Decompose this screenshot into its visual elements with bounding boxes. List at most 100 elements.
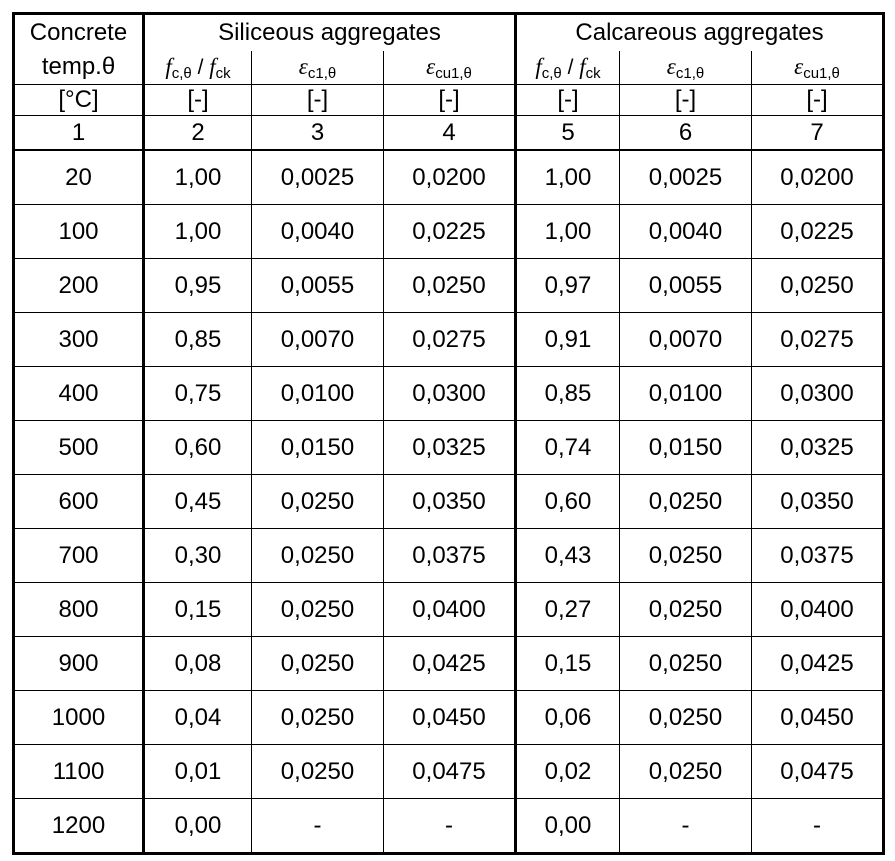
symbol-part: ck [215, 64, 231, 82]
symbol-part: c1,θ [307, 64, 337, 82]
value-cell: 0,0150 [251, 420, 384, 475]
value-cell: 0,00 [143, 798, 252, 854]
temperature-cell: 1100 [13, 744, 145, 799]
symbol-part: / [191, 55, 210, 79]
value-cell: 0,0350 [751, 474, 884, 529]
value-cell: 0,0055 [619, 258, 752, 313]
unit-cell: [-] [251, 84, 384, 116]
column-number: 3 [251, 115, 384, 151]
value-cell: 0,0025 [251, 149, 384, 205]
value-cell: 0,0275 [751, 312, 884, 367]
value-cell: 0,0225 [751, 204, 884, 259]
value-cell: 0,45 [143, 474, 252, 529]
value-cell: 1,00 [143, 149, 252, 205]
data-row: 1000 0,04 0,0250 0,0450 0,06 0,0250 0,0450 [13, 690, 884, 745]
value-cell: 0,04 [143, 690, 252, 745]
value-cell: 0,0200 [751, 149, 884, 205]
data-row: 900 0,08 0,0250 0,0425 0,15 0,0250 0,0425 [13, 636, 884, 691]
symbol-part: f [209, 53, 216, 79]
value-cell: 0,0250 [251, 690, 384, 745]
value-cell: 0,91 [515, 312, 620, 367]
value-cell: 0,0250 [619, 528, 752, 583]
value-cell: 0,0250 [383, 258, 517, 313]
data-row: 300 0,85 0,0070 0,0275 0,91 0,0070 0,0275 [13, 312, 884, 367]
unit-cell: [-] [619, 84, 752, 116]
data-row: 200 0,95 0,0055 0,0250 0,97 0,0055 0,0250 [13, 258, 884, 313]
value-cell: 0,0040 [619, 204, 752, 259]
value-cell: 0,75 [143, 366, 252, 421]
value-cell: 0,0250 [619, 474, 752, 529]
temperature-cell: 500 [13, 420, 145, 475]
value-cell: 0,00 [515, 798, 620, 854]
value-cell: 0,0250 [619, 582, 752, 637]
value-cell: 0,0200 [383, 149, 517, 205]
value-cell: 0,95 [143, 258, 252, 313]
symbol-part: ck [585, 64, 601, 82]
value-cell: 0,0225 [383, 204, 517, 259]
value-cell: 0,0275 [383, 312, 517, 367]
table-body: Concrete temp.θ Siliceous aggregates Cal… [13, 13, 884, 854]
header-text: Concrete [29, 18, 128, 46]
value-cell: 0,02 [515, 744, 620, 799]
value-cell: 0,0475 [751, 744, 884, 799]
value-cell: 0,60 [515, 474, 620, 529]
column-number: 7 [751, 115, 884, 151]
value-cell: 0,43 [515, 528, 620, 583]
unit-cell: [-] [143, 84, 252, 116]
data-table: Concrete temp.θ Siliceous aggregates Cal… [12, 12, 885, 855]
value-cell: 0,0350 [383, 474, 517, 529]
data-row: 1200 0,00- -0,00- - [13, 798, 884, 854]
value-cell: 0,0400 [383, 582, 517, 637]
value-cell: 0,0250 [751, 258, 884, 313]
value-cell: 0,08 [143, 636, 252, 691]
value-cell: 0,0300 [383, 366, 517, 421]
symbol-cell: εc1,θ [619, 51, 752, 85]
data-row: 700 0,30 0,0250 0,0375 0,43 0,0250 0,0375 [13, 528, 884, 583]
value-cell: 0,15 [515, 636, 620, 691]
value-cell: - [751, 798, 884, 854]
unit-cell: [-] [383, 84, 517, 116]
symbol-cell: εcu1,θ [383, 51, 517, 85]
value-cell: 1,00 [515, 204, 620, 259]
data-row: 100 1,00 0,0040 0,0225 1,00 0,0040 0,0225 [13, 204, 884, 259]
value-cell: 1,00 [143, 204, 252, 259]
temperature-cell: 300 [13, 312, 145, 367]
value-cell: 0,0400 [751, 582, 884, 637]
column-number: 2 [143, 115, 252, 151]
value-cell: 0,0250 [251, 528, 384, 583]
symbol-cell: εcu1,θ [751, 51, 884, 85]
unit-cell: [-] [751, 84, 884, 116]
data-row: 400 0,75 0,0100 0,0300 0,85 0,0100 0,0300 [13, 366, 884, 421]
value-cell: 0,0475 [383, 744, 517, 799]
value-cell: 0,0450 [751, 690, 884, 745]
value-cell: 0,0040 [251, 204, 384, 259]
value-cell: 0,85 [143, 312, 252, 367]
value-cell: 0,0325 [383, 420, 517, 475]
temperature-cell: 20 [13, 149, 145, 205]
header-row: Concrete temp.θ Siliceous aggregates Cal… [13, 13, 884, 85]
value-cell: 0,0055 [251, 258, 384, 313]
temperature-cell: 1000 [13, 690, 145, 745]
value-cell: 0,30 [143, 528, 252, 583]
value-cell: - [383, 798, 517, 854]
temperature-cell: 1200 [13, 798, 145, 854]
value-cell: 1,00 [515, 149, 620, 205]
value-cell: 0,0325 [751, 420, 884, 475]
symbol-part: f [165, 53, 172, 79]
value-cell: - [619, 798, 752, 854]
symbol-part: ε [666, 53, 676, 79]
value-cell: 0,0100 [619, 366, 752, 421]
symbol-part: c,θ [171, 64, 192, 82]
value-cell: 0,0425 [751, 636, 884, 691]
data-row: 1100 0,01 0,0250 0,0475 0,02 0,0250 0,0475 [13, 744, 884, 799]
symbol-part: / [561, 55, 580, 79]
value-cell: 0,0100 [251, 366, 384, 421]
unit-cell: [-] [515, 84, 620, 116]
value-cell: 0,0025 [619, 149, 752, 205]
value-cell: 0,74 [515, 420, 620, 475]
value-cell: 0,0375 [383, 528, 517, 583]
symbol-part: cu1,θ [803, 64, 840, 82]
value-cell: 0,0425 [383, 636, 517, 691]
value-cell: 0,60 [143, 420, 252, 475]
